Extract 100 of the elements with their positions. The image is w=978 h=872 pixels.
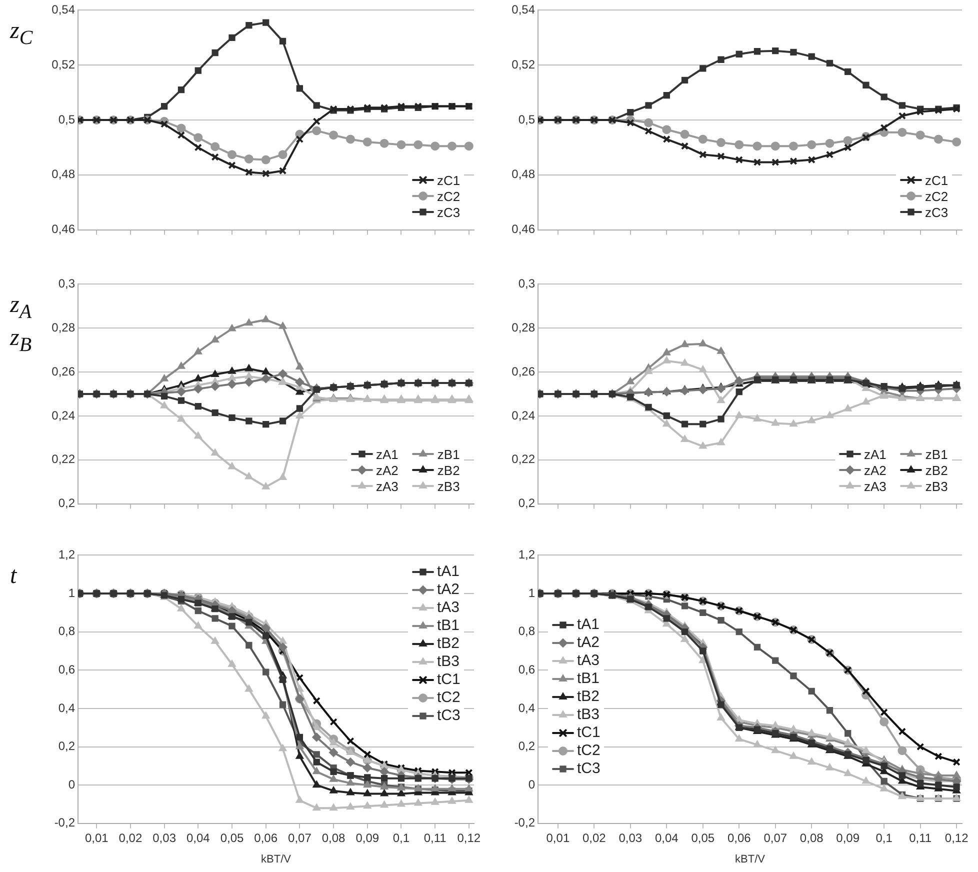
y-tick-label: 0,52	[512, 57, 536, 72]
legend-label: zA3	[376, 478, 398, 494]
x-tick-label: 0,05	[220, 830, 244, 845]
legend-label: tB1	[577, 670, 600, 688]
y-tick-label: 0,52	[52, 57, 76, 72]
legend-label: tA1	[577, 616, 600, 634]
y-tick-label: 1	[68, 586, 76, 600]
y-tick-label: 0,28	[52, 320, 76, 334]
x-tick-label: 0,02	[118, 830, 142, 845]
x-tick-label: 0,08	[322, 830, 346, 845]
y-tick-label: 0,4	[58, 700, 76, 715]
legend-label: tA2	[577, 634, 600, 652]
y-tick-label: 1,2	[58, 548, 76, 562]
y-tick-label: 0,2	[58, 496, 76, 510]
y-tick-label: 0,54	[52, 2, 76, 17]
legend-label: tC1	[437, 671, 460, 688]
y-tick-label: 0,28	[512, 320, 536, 334]
x-axis-title: kBT/V	[735, 853, 766, 866]
legend-label: tC2	[577, 742, 600, 760]
y-tick-label: 0,26	[512, 364, 536, 378]
y-tick-label: 0,6	[58, 662, 76, 676]
x-tick-label: 0,09	[356, 830, 380, 845]
legend-label: tB2	[577, 688, 600, 706]
y-tick-label: 0,6	[518, 662, 536, 676]
legend-label: zB1	[925, 446, 948, 462]
y-tick-label: 0,46	[512, 222, 536, 236]
legend-label: tB1	[437, 617, 460, 634]
x-tick-label: 0,06	[254, 830, 278, 845]
y-tick-label: 0,5	[58, 112, 76, 126]
legend-label: tA2	[437, 581, 460, 598]
legend-label: tA3	[577, 652, 600, 670]
y-tick-label: 0,4	[518, 700, 536, 715]
x-tick-label: 0,05	[691, 830, 715, 845]
legend-label: zB3	[437, 478, 460, 494]
x-tick-label: 0,06	[727, 830, 752, 845]
y-tick-label: 0,2	[518, 739, 536, 754]
y-tick-label: 0,22	[52, 452, 76, 466]
y-tick-label: 1	[528, 586, 536, 600]
x-tick-label: 0,01	[84, 830, 109, 845]
x-tick-label: 0,03	[618, 830, 642, 845]
y-tick-label: 0,48	[512, 167, 536, 182]
y-tick-label: 0	[528, 777, 536, 792]
legend-label: tC2	[437, 689, 460, 706]
legend-label: zB2	[925, 462, 948, 478]
y-tick-label: 0,5	[518, 112, 536, 126]
y-tick-label: 0,22	[512, 452, 536, 466]
y-tick-label: -0,2	[514, 816, 536, 830]
y-tick-label: 0,2	[58, 739, 76, 754]
x-tick-label: 0,12	[457, 830, 481, 845]
y-tick-label: 0,3	[58, 276, 76, 291]
x-tick-label: 0,02	[582, 830, 606, 845]
legend-label: tC3	[437, 707, 460, 724]
y-tick-label: 0,24	[512, 408, 536, 422]
y-tick-label: 0	[68, 777, 76, 792]
x-tick-label: 0,11	[424, 830, 447, 845]
legend-label: tB3	[577, 706, 600, 724]
x-tick-label: 0,08	[800, 830, 824, 845]
legend-label: zC3	[925, 204, 948, 220]
legend-label: tA3	[437, 599, 460, 616]
y-tick-label: 0,54	[512, 2, 536, 17]
legend-label: zA1	[376, 446, 398, 462]
x-tick-label: 0,07	[764, 830, 788, 845]
x-tick-label: 0,03	[152, 830, 176, 845]
y-axis-title: z$_{A}$ z$_{B}$	[10, 292, 33, 358]
y-axis-title: t	[10, 563, 18, 590]
y-tick-label: 0,3	[518, 276, 536, 291]
legend-label: tA1	[437, 563, 460, 580]
x-tick-label: 0,11	[909, 830, 932, 845]
x-tick-label: 0,04	[654, 830, 679, 845]
y-tick-label: 0,24	[52, 408, 76, 422]
legend-label: zC3	[437, 204, 460, 220]
legend-label: tC3	[577, 760, 600, 778]
legend-label: zB3	[925, 478, 948, 494]
legend-label: tB3	[437, 653, 460, 670]
y-tick-label: 0,48	[52, 167, 76, 182]
legend-label: zA3	[864, 478, 886, 494]
x-tick-label: 0,12	[944, 830, 969, 845]
y-tick-label: 1,2	[518, 548, 536, 562]
x-tick-label: 0,1	[876, 830, 893, 845]
y-tick-label: 0,8	[518, 624, 536, 638]
x-tick-label: 0,01	[546, 830, 570, 845]
y-axis-title: z$_{C}$	[10, 18, 34, 51]
legend-label: zC2	[925, 188, 948, 204]
y-tick-label: 0,2	[518, 496, 536, 510]
legend-label: zA2	[376, 462, 398, 478]
legend-label: zA1	[864, 446, 886, 462]
legend-label: zC1	[925, 172, 948, 188]
legend-label: tC1	[577, 724, 600, 742]
x-tick-label: 0,07	[288, 830, 312, 845]
y-tick-label: -0,2	[54, 816, 76, 830]
legend-label: zB1	[437, 446, 460, 462]
x-axis-title: kBT/V	[261, 853, 292, 866]
legend-label: zA2	[864, 462, 886, 478]
legend-label: zC2	[437, 188, 460, 204]
x-tick-label: 0,04	[186, 830, 210, 845]
legend-label: tB2	[437, 635, 460, 652]
legend-label: zC1	[437, 172, 460, 188]
x-tick-label: 0,1	[392, 830, 410, 845]
y-tick-label: 0,46	[52, 222, 76, 236]
legend-label: zB2	[437, 462, 460, 478]
